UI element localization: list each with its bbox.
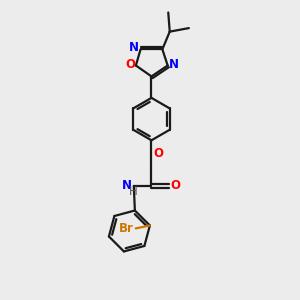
Text: N: N	[169, 58, 179, 71]
Text: N: N	[129, 41, 139, 54]
Text: O: O	[126, 58, 136, 71]
Text: Br: Br	[119, 222, 134, 235]
Text: O: O	[170, 179, 180, 192]
Text: N: N	[122, 178, 132, 191]
Text: O: O	[153, 147, 163, 160]
Text: H: H	[129, 185, 138, 198]
